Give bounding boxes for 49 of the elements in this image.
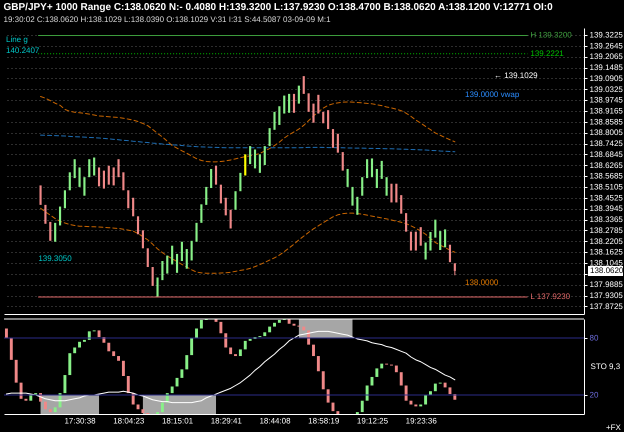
y-tick-label: 138.2205: [590, 236, 624, 246]
y-tick-label: 138.1625: [590, 248, 624, 257]
x-tick-label: 18:29:41: [210, 416, 242, 426]
y-tick-label: 138.5685: [590, 172, 624, 181]
y-tick-label: 138.3945: [590, 204, 624, 214]
y-tick-label: 139.3225: [590, 30, 624, 40]
ref-line-label: 139.2221: [530, 48, 564, 58]
x-tick-label: 18:15:01: [162, 416, 194, 426]
y-tick-label: 137.8725: [590, 302, 624, 311]
chart-title: GBP/JPY+ 1000 Range C:138.0620 N:- 0.4080 H:139.3200 L:137.9230 O:138.4700 B:138.0620 A:138.1200 V:12771 OI:0: [4, 2, 554, 13]
annotation: 139.3050: [38, 254, 72, 263]
x-tick-label: 18:44:08: [259, 416, 292, 426]
y-tick-label: 137.9305: [590, 291, 624, 300]
x-tick-label: 18:04:23: [113, 416, 145, 426]
y-tick-label: 138.5105: [590, 182, 624, 192]
x-tick-label: 19:12:25: [356, 416, 389, 426]
x-tick-label: 19:23:36: [406, 416, 438, 426]
y-tick-label: 139.2645: [590, 41, 624, 50]
y-tick-label: 137.9885: [590, 280, 624, 290]
y-tick-label: 138.8005: [590, 128, 624, 138]
chart-subtitle: 19:30:02 C:138.0620 H:138.1029 L:138.0390 O:138.1029 V:31 I:31 S:44.5087 03-09-09 M:1: [4, 15, 332, 24]
y-tick-label: 138.8585: [590, 117, 624, 126]
y-tick-label: 80: [590, 334, 599, 342]
y-tick-label: 138.1045: [590, 258, 624, 268]
annotation: 138.0000: [465, 278, 499, 287]
annotation: ← 139.1029: [494, 71, 538, 80]
y-tick-label: 139.0325: [590, 84, 624, 94]
y-tick-label: 139.0905: [590, 74, 624, 83]
y-tick-label: 138.9745: [590, 96, 624, 105]
annotation: Line g: [6, 35, 28, 44]
y-tick-label: 138.9165: [590, 106, 624, 116]
y-tick-label: 138.7425: [590, 139, 624, 148]
y-tick-label: 139.1485: [590, 63, 624, 72]
text: +FX: [606, 423, 622, 432]
text: 138.0620: [590, 266, 624, 275]
y-axis-title: STO 9,3: [590, 362, 621, 371]
y-tick-label: 138.3365: [590, 215, 624, 224]
y-tick-label: 138.2785: [590, 226, 624, 235]
y-tick-label: 20: [590, 390, 599, 400]
x-tick-label: 17:30:38: [64, 416, 96, 426]
x-tick-label: 18:58:19: [308, 416, 340, 426]
ref-line-label: L 137.9230: [530, 292, 571, 301]
y-tick-label: 138.6845: [590, 150, 624, 159]
y-tick-label: 138.4525: [590, 193, 624, 202]
y-tick-label: 139.2065: [590, 52, 624, 62]
annotation: 139.0000 vwap: [465, 90, 520, 99]
annotation: 140.2407: [6, 46, 40, 55]
ref-line-label: H 139.3200: [530, 30, 572, 40]
y-tick-label: 138.6265: [590, 160, 624, 170]
